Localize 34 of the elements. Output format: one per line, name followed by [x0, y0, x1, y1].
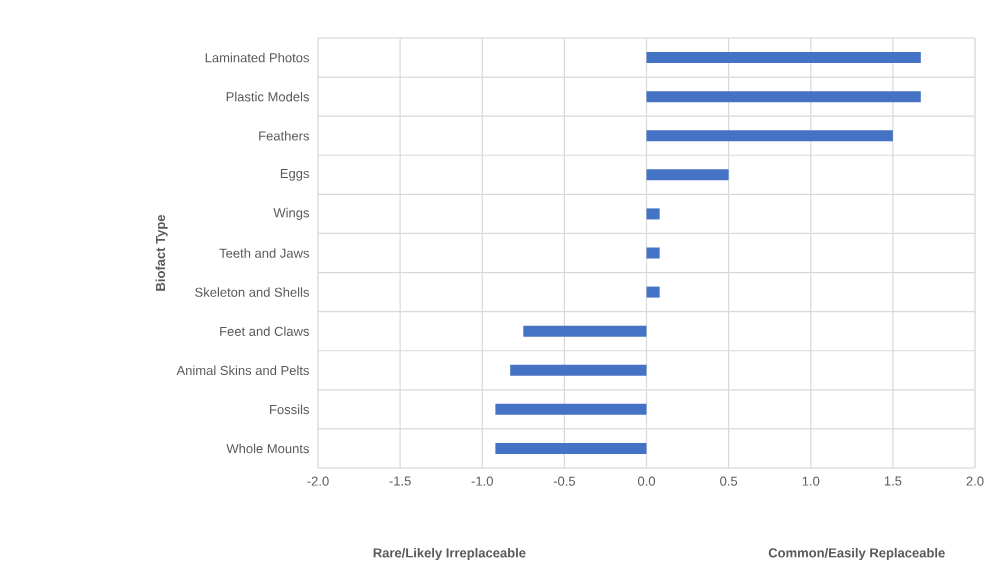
bar [523, 325, 647, 337]
y-tick-label: Fossils [270, 404, 309, 415]
bar [646, 52, 921, 64]
x-tick-label: -1.5 [389, 476, 411, 486]
x-tick-label: 0.0 [637, 476, 656, 486]
bar [495, 403, 647, 415]
y-tick-label: Whole Mounts [226, 443, 309, 454]
x-tick-label: 2.0 [966, 476, 984, 486]
y-tick-label: Laminated Photos [205, 52, 309, 63]
x-tick-label: -1.0 [471, 476, 493, 486]
y-axis-title: Biofact Type [155, 214, 168, 291]
x-tick-label: 1.5 [884, 476, 902, 486]
bar [646, 286, 660, 298]
bar [646, 91, 921, 103]
y-tick-label: Wings [273, 207, 309, 220]
y-tick-label: Eggs [280, 169, 309, 181]
x-tick-label: 0.5 [720, 476, 738, 486]
x-tick-label: -0.5 [553, 476, 576, 486]
bar [510, 364, 647, 376]
text: Common/Easily Replaceable [768, 547, 945, 561]
y-tick-label: Feet and Claws [220, 326, 309, 336]
bar [646, 130, 893, 142]
y-tick-label: Plastic Models [226, 91, 309, 102]
y-tick-label: Skeleton and Shells [195, 287, 309, 297]
x-tick-label: 1.0 [802, 476, 820, 486]
y-tick-label: Animal Skins and Pelts [176, 365, 309, 376]
bar [495, 442, 647, 454]
bar [646, 169, 729, 181]
bar [646, 247, 660, 259]
y-tick-label: Feathers [259, 130, 309, 141]
y-tick-label: Teeth and Jaws [219, 248, 309, 258]
bar [646, 208, 660, 220]
x-tick-label: -2.0 [307, 476, 329, 486]
text: Rare/Likely Irreplaceable [373, 547, 526, 561]
